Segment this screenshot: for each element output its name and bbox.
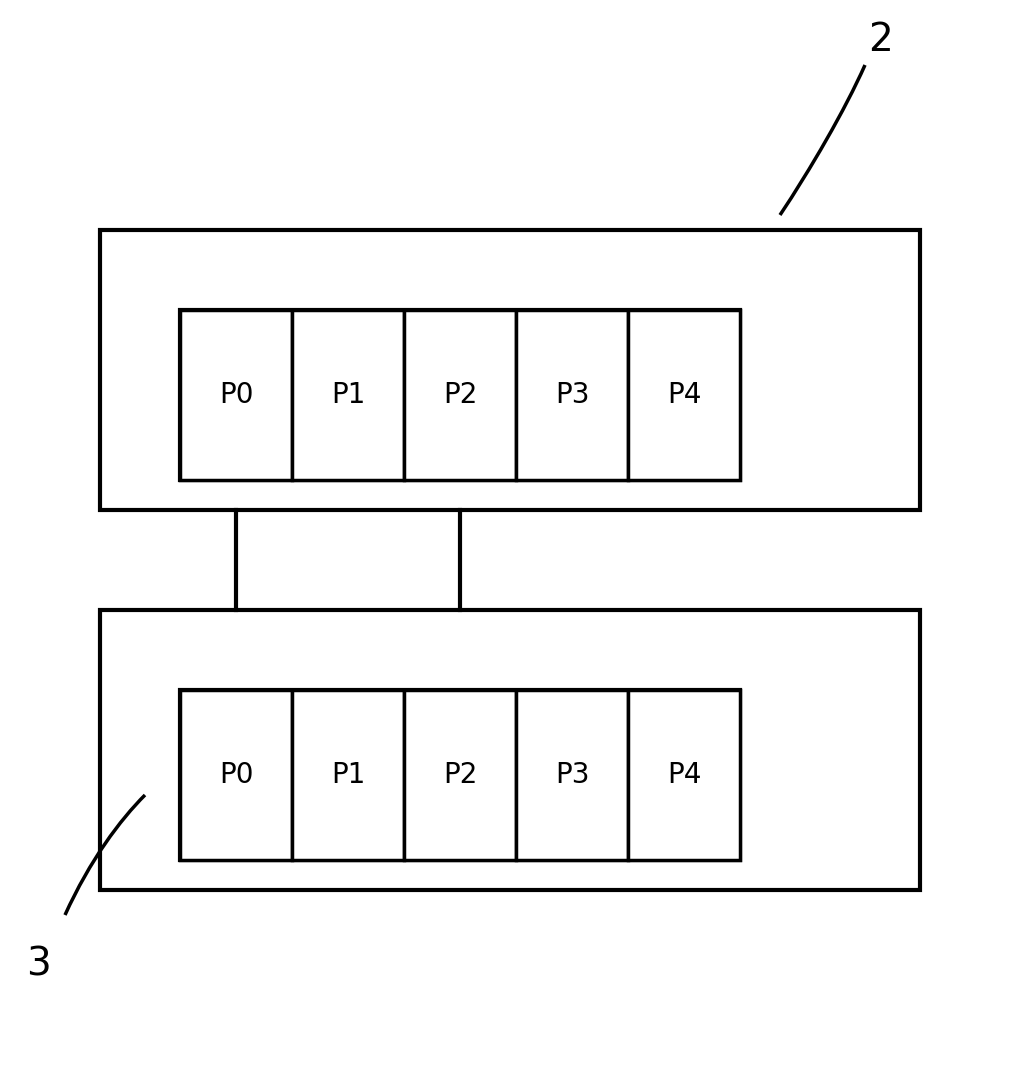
Text: P4: P4 xyxy=(667,761,701,789)
Text: 3: 3 xyxy=(26,946,50,984)
Bar xyxy=(292,690,404,860)
Bar xyxy=(404,690,516,860)
Text: P1: P1 xyxy=(331,381,365,409)
Bar xyxy=(180,690,292,860)
Bar xyxy=(180,310,292,480)
Bar xyxy=(100,610,920,890)
Text: P3: P3 xyxy=(555,761,589,789)
Text: P4: P4 xyxy=(667,381,701,409)
Text: 2: 2 xyxy=(867,21,893,59)
Bar xyxy=(516,690,628,860)
Bar xyxy=(100,230,920,510)
Text: P0: P0 xyxy=(218,761,253,789)
Bar xyxy=(516,310,628,480)
Bar xyxy=(404,310,516,480)
Text: P1: P1 xyxy=(331,761,365,789)
Text: P0: P0 xyxy=(218,381,253,409)
Bar xyxy=(628,310,740,480)
Bar xyxy=(180,690,740,860)
Text: P2: P2 xyxy=(443,761,478,789)
Bar xyxy=(628,690,740,860)
Bar xyxy=(292,310,404,480)
Text: P2: P2 xyxy=(443,381,478,409)
Bar xyxy=(180,310,740,480)
Text: P3: P3 xyxy=(555,381,589,409)
